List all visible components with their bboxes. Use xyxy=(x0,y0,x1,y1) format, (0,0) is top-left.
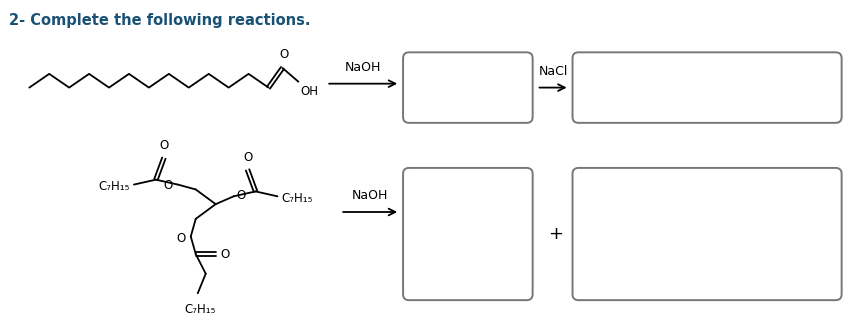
FancyBboxPatch shape xyxy=(573,168,842,300)
Text: C₇H₁₅: C₇H₁₅ xyxy=(99,180,130,193)
Text: +: + xyxy=(548,225,563,243)
Text: NaOH: NaOH xyxy=(345,61,381,74)
Text: C₇H₁₅: C₇H₁₅ xyxy=(184,303,215,316)
FancyBboxPatch shape xyxy=(573,52,842,123)
Text: O: O xyxy=(280,48,289,61)
Text: NaOH: NaOH xyxy=(352,189,388,202)
Text: 2- Complete the following reactions.: 2- Complete the following reactions. xyxy=(9,13,311,28)
Text: OH: OH xyxy=(300,85,318,98)
Text: O: O xyxy=(163,179,173,192)
Text: NaCl: NaCl xyxy=(539,65,568,78)
Text: O: O xyxy=(243,151,252,164)
FancyBboxPatch shape xyxy=(403,168,533,300)
Text: O: O xyxy=(237,189,246,202)
Text: O: O xyxy=(159,139,168,152)
Text: O: O xyxy=(220,248,230,260)
FancyBboxPatch shape xyxy=(403,52,533,123)
Text: O: O xyxy=(176,232,186,245)
Text: C₇H₁₅: C₇H₁₅ xyxy=(282,192,313,205)
